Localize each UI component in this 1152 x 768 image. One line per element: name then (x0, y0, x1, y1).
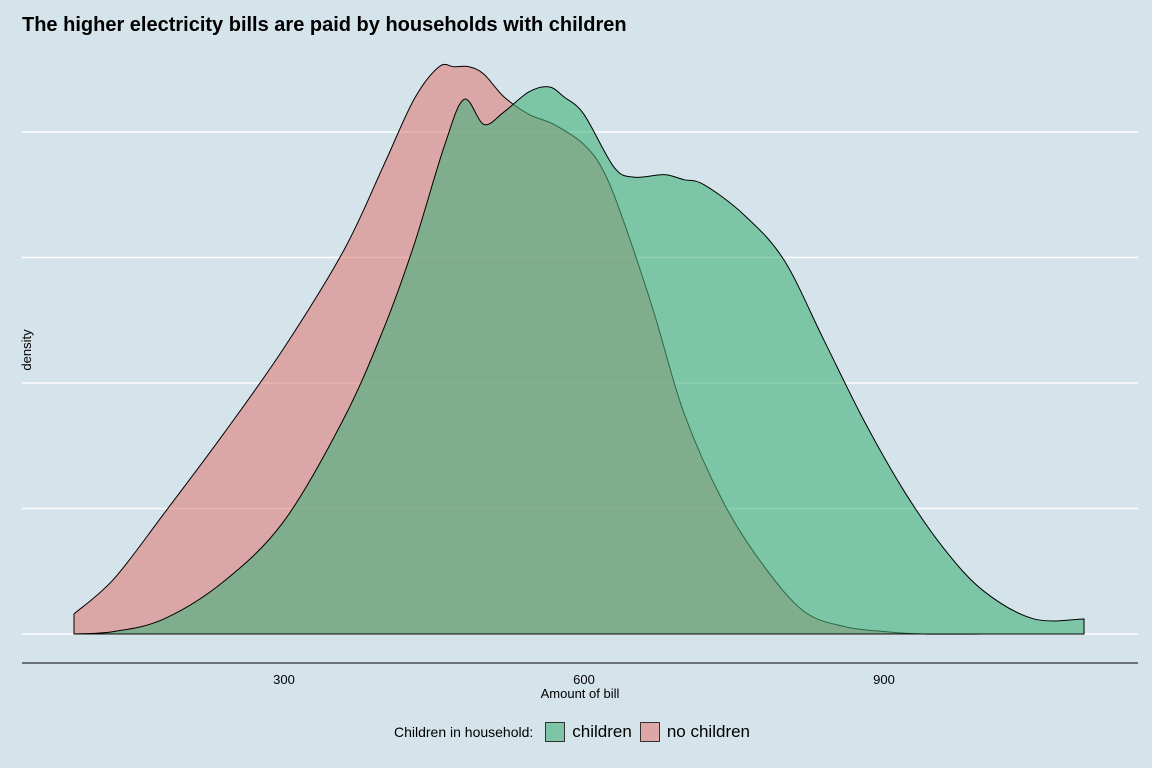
legend-item-children: children (545, 722, 632, 742)
legend: Children in household: children no child… (0, 722, 1152, 742)
legend-swatch-no-children (639, 722, 660, 742)
x-tick-label-900: 900 (873, 672, 895, 687)
x-tick-label-600: 600 (573, 672, 595, 687)
legend-label-no-children: no children (666, 722, 751, 741)
legend-label-children: children (572, 722, 632, 741)
x-axis-label: Amount of bill (541, 686, 620, 701)
y-axis-label: density (19, 329, 35, 371)
x-tick-label-300: 300 (273, 672, 295, 687)
legend-item-no-children: no children (639, 722, 751, 742)
chart-title: The higher electricity bills are paid by… (22, 14, 627, 36)
density-areas (73, 63, 1085, 635)
legend-swatch-children (545, 722, 566, 742)
density-area-children (73, 86, 1085, 635)
legend-title: Children in household: (393, 724, 534, 740)
x-tick-labels: 300 600 900 (273, 672, 895, 687)
